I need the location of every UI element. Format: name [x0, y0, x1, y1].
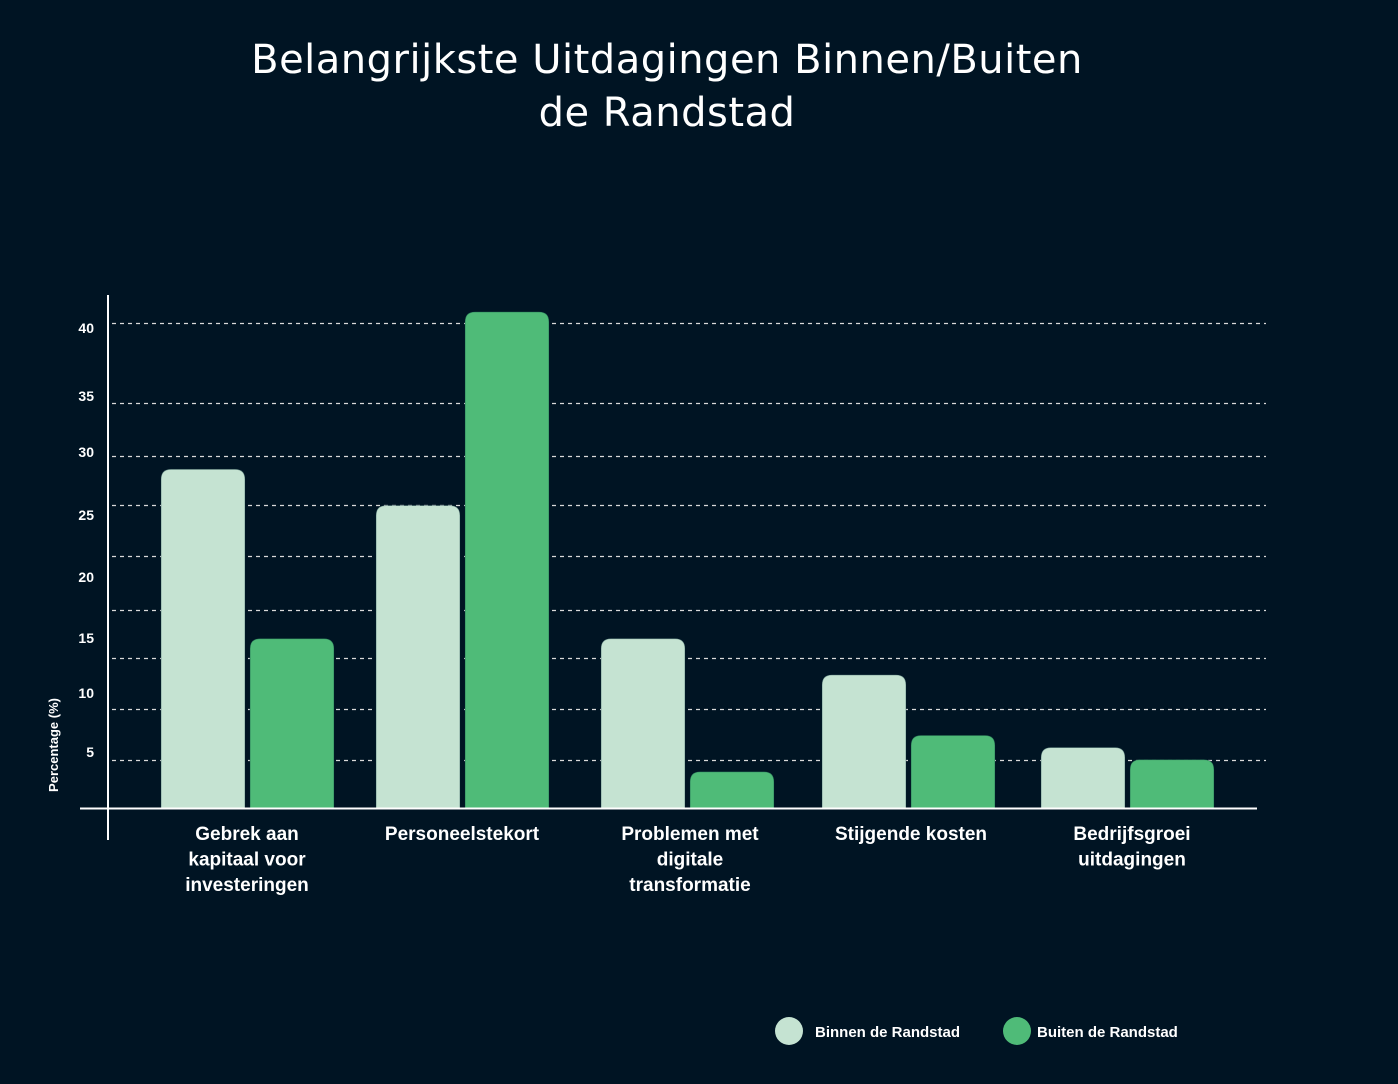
bars	[160, 311, 1215, 809]
bar-buiten	[910, 734, 996, 809]
y-tick-label: 40	[78, 320, 94, 336]
y-tick-labels: 5 10 15 20 25 30 35 40	[78, 320, 94, 760]
bar-binnen	[1040, 747, 1126, 809]
bar-buiten	[464, 311, 550, 809]
y-tick-label: 30	[78, 444, 94, 460]
bar-buiten	[1129, 759, 1215, 809]
bar-binnen	[821, 674, 907, 809]
y-tick-label: 5	[86, 744, 94, 760]
chart-title-line-2: de Randstad	[538, 90, 796, 136]
x-category-label: Personeelstekort	[385, 824, 540, 845]
chart-title: Belangrijkste Uitdagingen Binnen/Buiten …	[0, 34, 1334, 140]
legend-swatch-buiten	[1003, 1017, 1031, 1045]
y-axis-title: Percentage (%)	[46, 698, 61, 792]
legend-label-buiten: Buiten de Randstad	[1037, 1024, 1178, 1041]
x-category-label: Bedrijfsgroei uitdagingen	[1073, 824, 1190, 871]
bar-binnen	[160, 468, 246, 809]
x-category-label: Stijgende kosten	[835, 824, 987, 845]
legend-swatch-binnen	[775, 1017, 803, 1045]
bar-binnen	[600, 638, 686, 809]
y-tick-label: 35	[78, 388, 94, 404]
x-category-label: Gebrek aan kapitaal voor investeringen	[185, 824, 309, 896]
y-tick-label: 10	[78, 685, 94, 701]
x-category-label: Problemen met digitale transformatie	[621, 824, 759, 896]
chart-title-line-1: Belangrijkste Uitdagingen Binnen/Buiten	[251, 37, 1083, 83]
bar-binnen	[375, 505, 461, 809]
y-tick-label: 25	[78, 507, 94, 523]
category-labels: Gebrek aan kapitaal voor investeringen Pers…	[185, 824, 1190, 896]
legend-label-binnen: Binnen de Randstad	[815, 1024, 960, 1041]
bar-buiten	[689, 771, 775, 809]
bar-buiten	[249, 638, 335, 809]
axes	[80, 295, 1257, 840]
y-tick-label: 20	[78, 569, 94, 585]
legend: Binnen de Randstad Buiten de Randstad	[775, 1017, 1178, 1045]
y-tick-label: 15	[78, 630, 94, 646]
